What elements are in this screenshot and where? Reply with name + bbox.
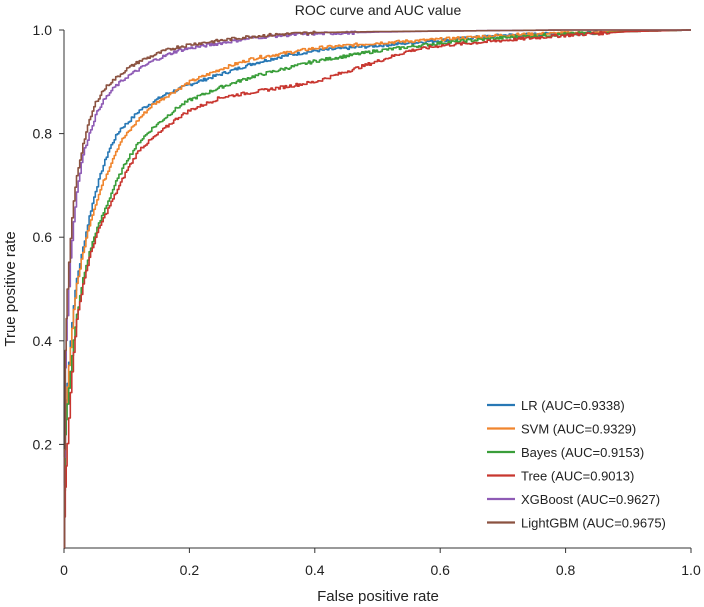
x-tick-label: 0	[60, 562, 68, 578]
y-tick-label: 0.4	[33, 333, 53, 349]
x-tick-label: 0.2	[180, 562, 200, 578]
legend-label-bayes: Bayes (AUC=0.9153)	[521, 445, 644, 460]
legend-label-tree: Tree (AUC=0.9013)	[521, 469, 634, 484]
y-tick-label: 0.6	[33, 229, 53, 245]
x-tick-label: 0.4	[305, 562, 325, 578]
chart-title: ROC curve and AUC value	[295, 2, 462, 18]
y-tick-label: 1.0	[33, 22, 53, 38]
x-axis-title: False positive rate	[317, 588, 439, 605]
y-axis-title: True positive rate	[2, 231, 19, 346]
legend-label-xgboost: XGBoost (AUC=0.9627)	[521, 492, 660, 507]
x-tick-label: 0.8	[556, 562, 576, 578]
plot-area	[63, 29, 691, 549]
legend-label-lr: LR (AUC=0.9338)	[521, 398, 625, 413]
y-axis: 0.2 0.4 0.6 0.8 1.0	[33, 22, 64, 452]
legend-label-lightgbm: LightGBM (AUC=0.9675)	[521, 516, 666, 531]
series-line-tree	[63, 29, 691, 549]
legend: LR (AUC=0.9338) SVM (AUC=0.9329) Bayes (AU…	[487, 398, 666, 531]
y-tick-label: 0.2	[33, 436, 53, 452]
x-tick-label: 1.0	[681, 562, 701, 578]
x-axis: 0 0.2 0.4 0.6 0.8 1.0	[60, 548, 701, 578]
y-tick-label: 0.8	[33, 126, 53, 142]
series-line-lightgbm	[63, 29, 691, 549]
x-tick-label: 0.6	[430, 562, 450, 578]
legend-label-svm: SVM (AUC=0.9329)	[521, 422, 636, 437]
